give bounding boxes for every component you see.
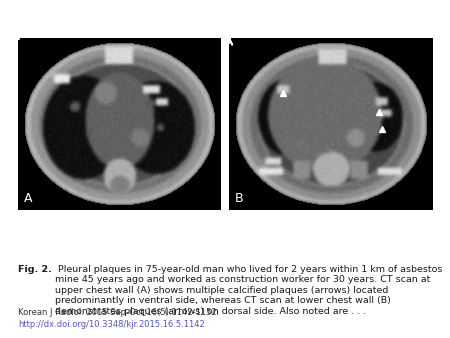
Text: Fig. 2.: Fig. 2. — [18, 265, 52, 274]
Text: Pleural plaques in 75-year-old man who lived for 2 years within 1 km of asbestos: Pleural plaques in 75-year-old man who l… — [55, 265, 442, 316]
Text: Korean J Radiol. 2015 Sep-Oct;16(5):1142-1152.: Korean J Radiol. 2015 Sep-Oct;16(5):1142… — [18, 308, 219, 317]
Text: A: A — [24, 192, 32, 205]
Text: http://dx.doi.org/10.3348/kjr.2015.16.5.1142: http://dx.doi.org/10.3348/kjr.2015.16.5.… — [18, 320, 205, 329]
Text: B: B — [235, 192, 244, 205]
